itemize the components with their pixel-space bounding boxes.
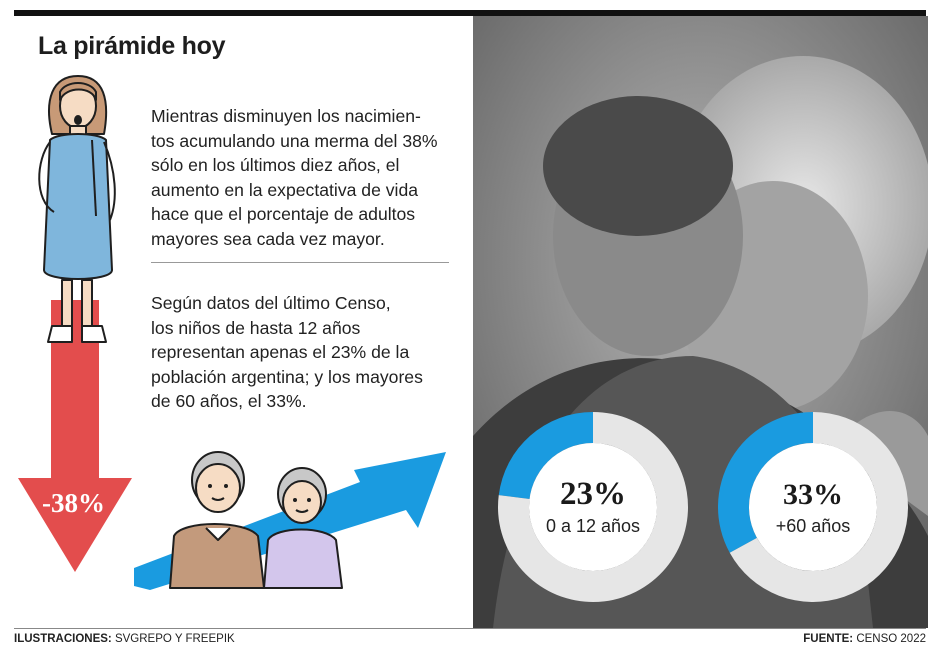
intro-paragraph-line: hace que el porcentaje de adultos [151,204,416,224]
census-paragraph-line: Según datos del último Censo, [151,293,391,313]
pregnant-woman-icon [38,75,116,343]
source-credit: FUENTE: CENSO 2022 [803,633,926,645]
pregnant-woman-illustration [18,75,132,572]
top-rule [14,10,926,16]
page-title: La pirámide hoy [38,32,226,60]
seniors-percent: 33% [783,478,843,511]
intro-paragraph: Mientras disminuyen los nacimien- tos ac… [151,104,451,251]
bottom-rule [14,628,926,629]
donut-center [529,443,657,571]
census-paragraph-line: de 60 años, el 33%. [151,391,307,411]
census-paragraph-line: los niños de hasta 12 años [151,317,361,338]
children-label: 0 a 12 años [545,516,641,536]
illustrations-credit: ILUSTRACIONES: SVGREPO Y FREEPIK [14,633,235,645]
elderly-couple-icon [169,451,343,589]
source-credit-value: CENSO 2022 [856,633,926,645]
intro-paragraph-line: mayores sea cada vez mayor. [151,228,385,249]
census-paragraph-line: representan apenas el 23% de la [151,342,410,362]
birth-drop-label: -38% [42,488,105,518]
seniors-label: +60 años [775,516,851,536]
census-paragraph-line: población argentina; y los mayores [151,366,423,387]
intro-paragraph-line: tos acumulando una merma del 38% [151,130,438,151]
intro-paragraph-line: aumento en la expectativa de vida [151,179,419,200]
downward-arrow-icon [18,300,132,572]
illustrations-credit-value: SVGREPO Y FREEPIK [114,633,235,645]
intro-paragraph-line: sólo en los últimos diez años, el [151,155,400,175]
intro-paragraph-line: Mientras disminuyen los nacimien- [151,106,421,126]
illustrations-credit-label: ILUSTRACIONES: [14,633,112,645]
census-paragraph: Según datos del último Censo, los niños … [151,291,451,414]
divider [151,262,449,263]
elderly-couple-illustration [134,451,446,590]
donut-slice-value [498,412,593,499]
donut-slice-value [718,412,813,553]
donut-slice-rest [729,412,908,602]
donut-chart-seniors-svg [718,412,908,602]
children-percent: 23% [560,476,626,512]
donut-chart-children: 23% 0 a 12 años [496,410,690,609]
donut-chart-children-svg [498,412,688,602]
donut-center [749,443,877,571]
donut-slice-rest [498,412,688,602]
source-credit-label: FUENTE: [803,633,854,645]
donut-chart-seniors: 33% +60 años [716,410,910,609]
